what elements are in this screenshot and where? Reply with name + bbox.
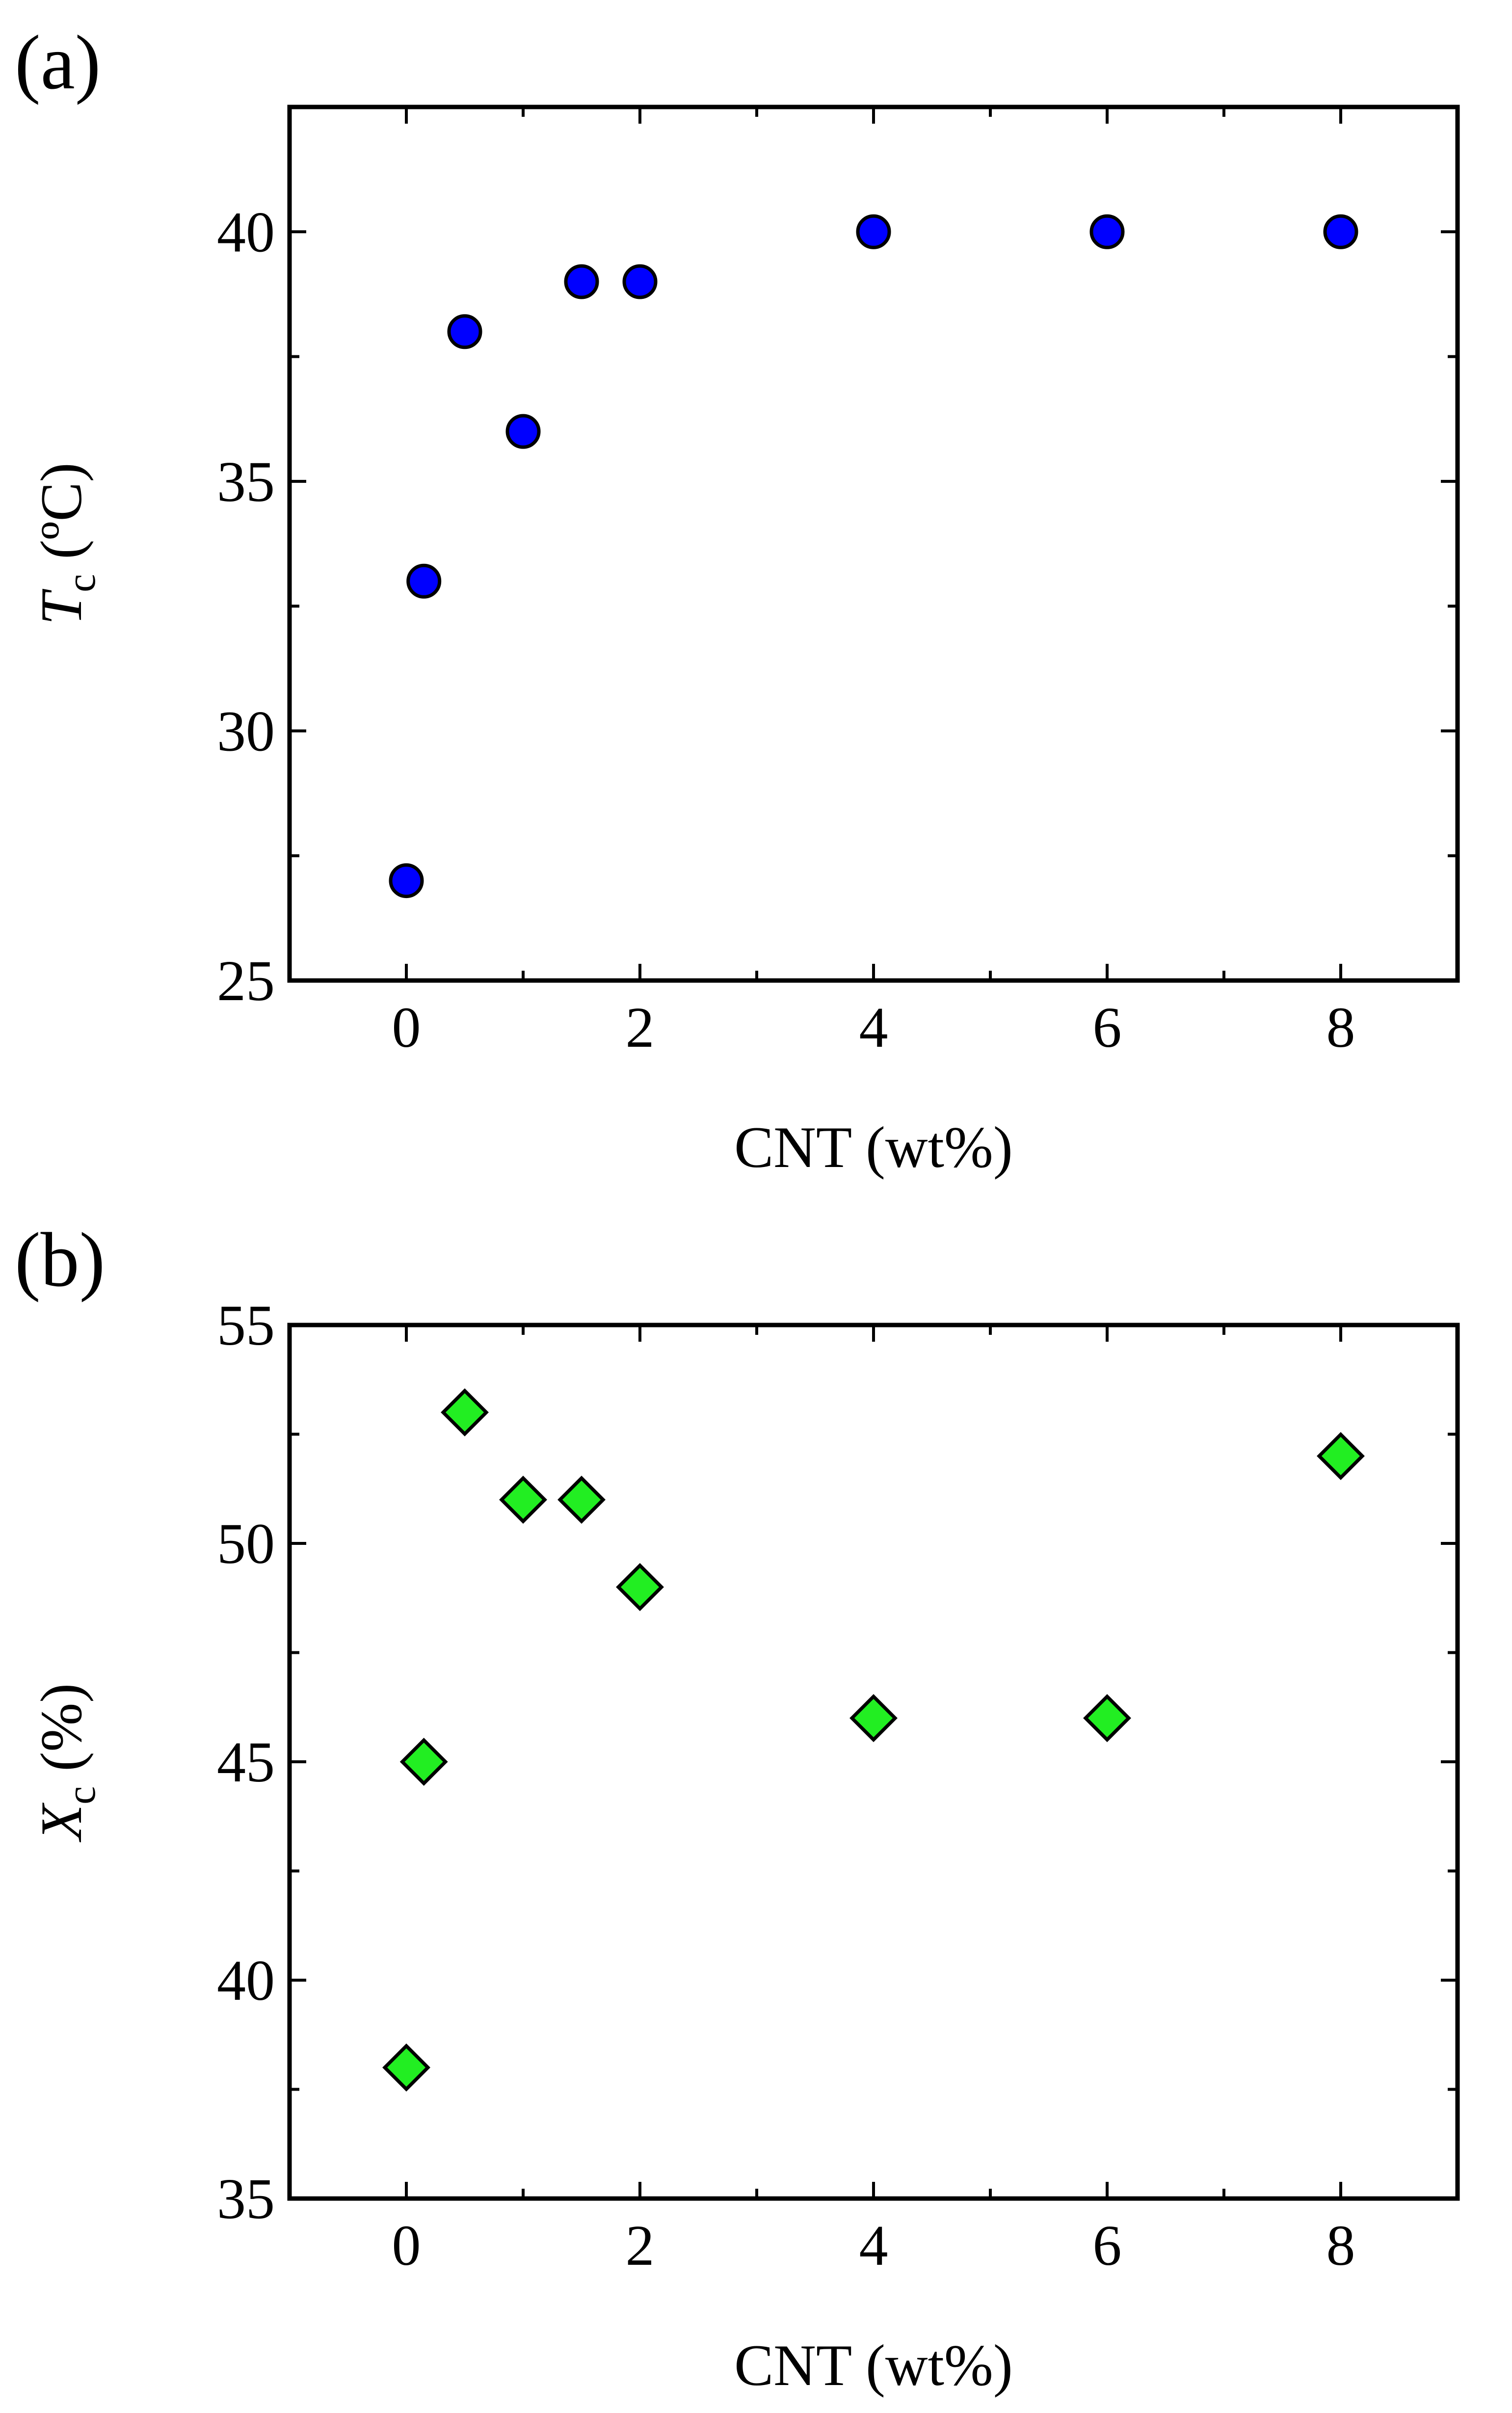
panel-b-y-axis-unit-spacer — [28, 1772, 94, 1786]
panel-b-y-tick-labels: 35 40 45 50 55 — [217, 1293, 275, 2231]
panel-b-data-point — [399, 1738, 448, 1786]
panel-b-y-tick-label: 50 — [217, 1511, 275, 1576]
panel-b-data-point — [616, 1563, 664, 1611]
panel-a-y-tick-labels: 25 30 35 40 — [217, 200, 275, 1013]
panel-b-y-axis-symbol: X — [28, 1802, 94, 1842]
panel-b-data-point — [499, 1476, 547, 1524]
panel-a-y-tick-label: 35 — [217, 450, 275, 514]
panel-a-y-axis-subscript: c — [58, 574, 104, 592]
panel-b-y-tick-label: 55 — [217, 1293, 275, 1357]
panel-b-x-tick-label: 2 — [626, 2213, 655, 2278]
panel-b-x-tick-label: 6 — [1093, 2213, 1122, 2278]
panel-b-x-tick-labels: 0 2 4 6 8 — [392, 2213, 1355, 2278]
panel-a-data-point — [505, 414, 541, 449]
panel-a-y-axis-unit: (ºC) — [28, 462, 94, 559]
panel-a-y-tick-label: 40 — [217, 200, 275, 264]
panel-a-x-tick-label: 6 — [1093, 995, 1122, 1060]
panel-a-data-point — [856, 214, 891, 249]
panel-b-x-tick-label: 4 — [859, 2213, 888, 2278]
panel-a-x-tick-label: 0 — [392, 995, 421, 1060]
panel-a-data-point — [447, 314, 482, 349]
panel-b-x-axis-label: CNT (wt%) — [734, 2333, 1013, 2398]
panel-a-data-point — [564, 264, 599, 299]
panel-b-x-tick-label: 0 — [392, 2213, 421, 2278]
panel-a-data-point — [406, 563, 442, 599]
panel-b-y-tick-label: 45 — [217, 1730, 275, 1794]
panel-a: (a) 0 2 4 6 8 25 30 35 40 CNT (wt%) Tc (ºC) — [15, 20, 1460, 1180]
panel-a-ticks — [288, 106, 1459, 982]
panel-a-data-point — [389, 863, 424, 899]
panel-a-x-tick-label: 4 — [859, 995, 888, 1060]
panel-b-data-point — [441, 1388, 489, 1436]
panel-a-x-tick-label: 2 — [626, 995, 655, 1060]
panel-b-y-tick-label: 40 — [217, 1948, 275, 2013]
panel-a-y-axis-unit-spacer — [28, 559, 94, 574]
panel-b-y-axis-unit: (%) — [28, 1683, 94, 1772]
panel-b-data-point — [382, 2043, 430, 2092]
panel-b-y-axis-subscript: c — [58, 1786, 104, 1804]
panel-b-data-point — [557, 1476, 606, 1524]
panel-b-label: (b) — [15, 1217, 105, 1303]
panel-b-plot-frame — [287, 1323, 1460, 2201]
panel-b: (b) 0 2 4 6 8 35 40 45 50 55 CNT (wt%) Xc (%) — [15, 1217, 1460, 2398]
panel-a-x-tick-labels: 0 2 4 6 8 — [392, 995, 1355, 1060]
panel-a-y-axis-symbol: T — [28, 589, 94, 625]
panel-a-label: (a) — [15, 20, 101, 106]
panel-a-data-point — [622, 264, 658, 299]
panel-b-ticks — [288, 1324, 1459, 2200]
panel-b-markers — [382, 1388, 1365, 2092]
panel-b-y-tick-label: 35 — [217, 2167, 275, 2231]
panel-b-data-point — [1083, 1694, 1131, 1742]
panel-b-x-tick-label: 8 — [1326, 2213, 1355, 2278]
panel-a-data-point — [1323, 214, 1358, 249]
panel-a-data-point — [1089, 214, 1125, 249]
panel-a-x-axis-label: CNT (wt%) — [734, 1114, 1013, 1180]
panel-a-y-axis-label: Tc (ºC) — [28, 462, 104, 625]
panel-a-y-tick-label: 25 — [217, 949, 275, 1013]
panel-b-y-axis-label: Xc (%) — [28, 1683, 104, 1843]
panel-a-y-tick-label: 30 — [217, 699, 275, 763]
panel-a-markers — [389, 214, 1358, 899]
panel-b-data-point — [849, 1694, 898, 1742]
panel-a-x-tick-label: 8 — [1326, 995, 1355, 1060]
panel-b-data-point — [1317, 1432, 1365, 1480]
